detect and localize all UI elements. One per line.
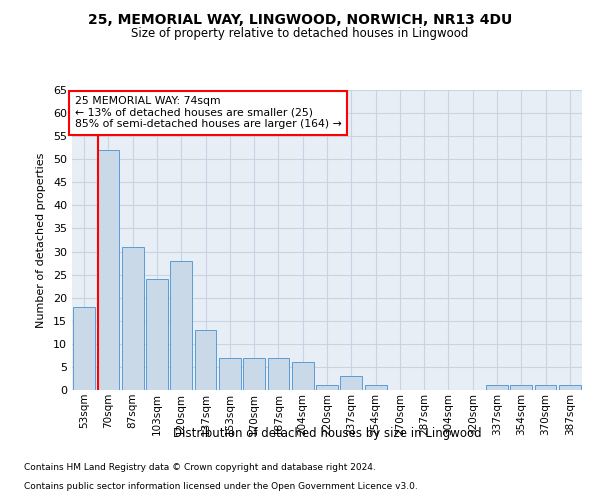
Bar (170, 261, 192, 390)
Text: Contains public sector information licensed under the Open Government Licence v3: Contains public sector information licen… (24, 482, 418, 491)
Bar (194, 330, 217, 390)
Bar (511, 386, 532, 390)
Text: 25 MEMORIAL WAY: 74sqm
← 13% of detached houses are smaller (25)
85% of semi-det: 25 MEMORIAL WAY: 74sqm ← 13% of detached… (74, 96, 341, 129)
Bar (559, 386, 581, 390)
Bar (97, 150, 119, 390)
Text: Contains HM Land Registry data © Crown copyright and database right 2024.: Contains HM Land Registry data © Crown c… (24, 464, 376, 472)
Bar (268, 358, 289, 390)
Bar (243, 358, 265, 390)
Bar (219, 358, 241, 390)
Text: Size of property relative to detached houses in Lingwood: Size of property relative to detached ho… (131, 28, 469, 40)
Bar (122, 247, 143, 390)
Bar (340, 376, 362, 390)
Bar (535, 386, 556, 390)
Bar (316, 386, 338, 390)
Bar (73, 307, 95, 390)
Bar (292, 362, 314, 390)
Bar (486, 386, 508, 390)
Bar (146, 279, 168, 390)
Text: 25, MEMORIAL WAY, LINGWOOD, NORWICH, NR13 4DU: 25, MEMORIAL WAY, LINGWOOD, NORWICH, NR1… (88, 12, 512, 26)
Bar (365, 386, 386, 390)
Y-axis label: Number of detached properties: Number of detached properties (36, 152, 46, 328)
Text: Distribution of detached houses by size in Lingwood: Distribution of detached houses by size … (173, 428, 481, 440)
